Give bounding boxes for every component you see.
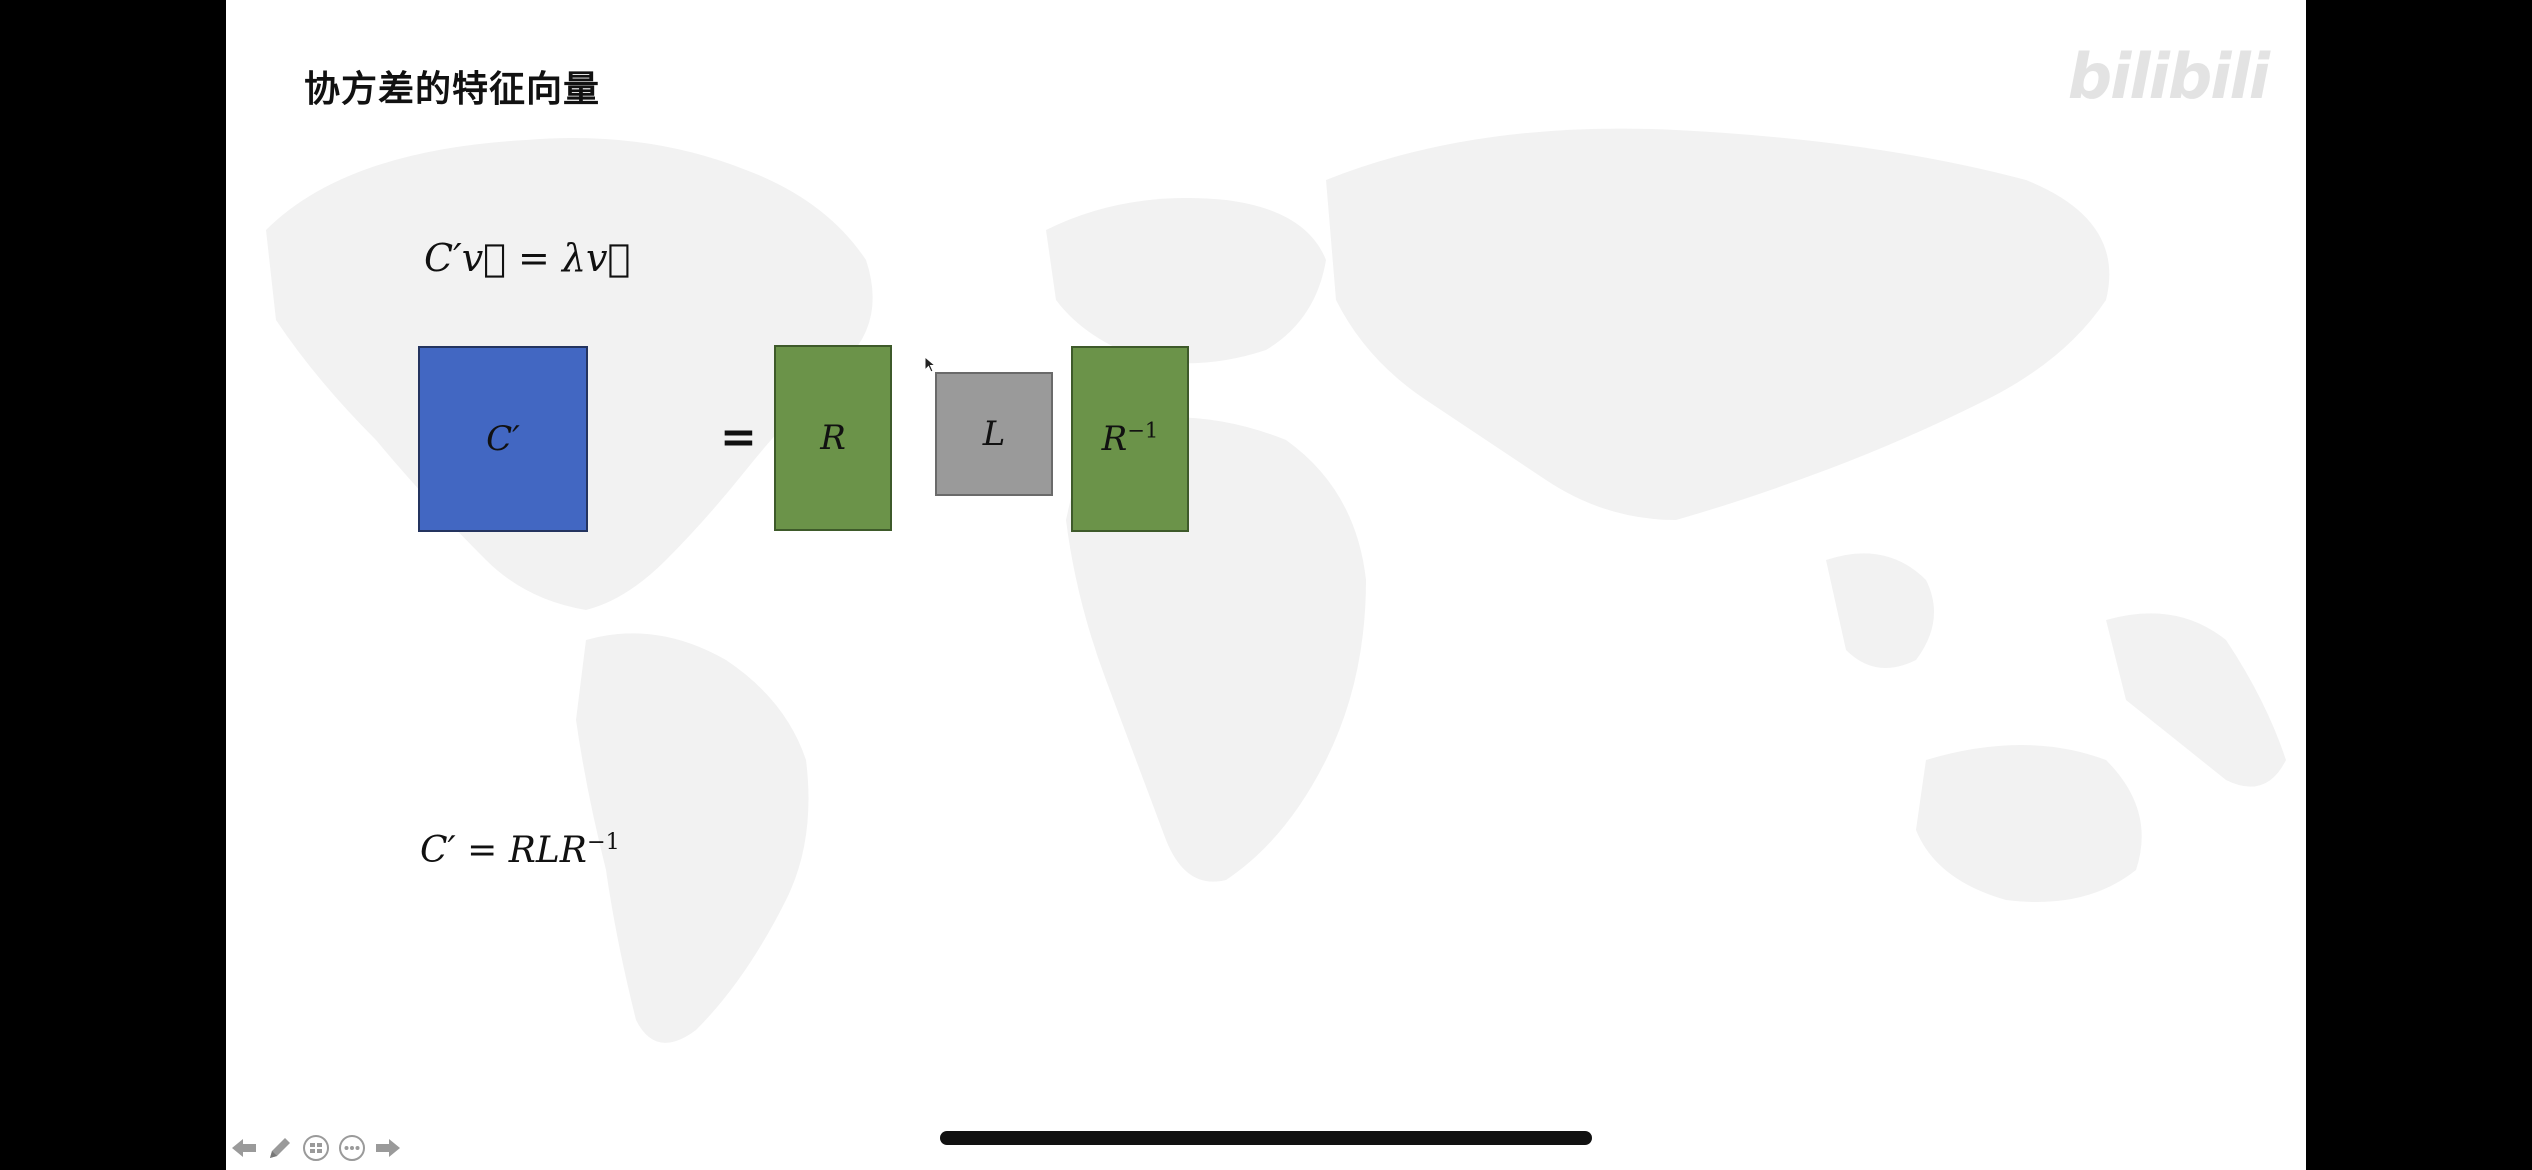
presentation-slide[interactable]: 协方差的特征向量 bilibili C′v⃗ = λv⃗ C′ = R L R−… (226, 0, 2306, 1170)
previous-slide-button[interactable] (228, 1132, 260, 1164)
more-options-button[interactable] (336, 1132, 368, 1164)
pen-icon (270, 1138, 290, 1158)
l-label: L (982, 414, 1006, 454)
r-inverse-superscript: −1 (1127, 417, 1159, 443)
r-inverse-matrix-block: R−1 (1071, 346, 1189, 532)
next-slide-button[interactable] (372, 1132, 404, 1164)
arrow-left-icon (232, 1139, 256, 1157)
more-icon (339, 1135, 365, 1161)
l-matrix-block: L (935, 372, 1053, 496)
c-prime-label: C′ (486, 419, 520, 459)
c-prime-matrix-block: C′ (418, 346, 588, 532)
mouse-cursor-icon (924, 356, 937, 373)
slide-title: 协方差的特征向量 (304, 69, 601, 110)
eigen-equation: C′v⃗ = λv⃗ (424, 236, 631, 280)
r-inverse-base: R (1101, 419, 1128, 459)
r-matrix-block: R (774, 345, 892, 531)
bilibili-watermark-logo: bilibili (2067, 40, 2270, 113)
slide-sorter-button[interactable] (300, 1132, 332, 1164)
decomposition-equation: C′ = RLR−1 (420, 830, 620, 871)
r-label: R (820, 418, 846, 458)
world-map-background (266, 128, 2286, 1043)
slides-grid-icon (303, 1135, 329, 1161)
r-inverse-label: R−1 (1102, 419, 1159, 459)
equals-sign: = (720, 412, 757, 463)
home-indicator-bar[interactable] (940, 1131, 1592, 1145)
arrow-right-icon (376, 1139, 400, 1157)
slideshow-toolbar (228, 1132, 404, 1164)
decomposition-equation-superscript: −1 (586, 829, 620, 855)
pen-tool-button[interactable] (264, 1132, 296, 1164)
decomposition-equation-base: C′ = RLR (420, 830, 587, 871)
